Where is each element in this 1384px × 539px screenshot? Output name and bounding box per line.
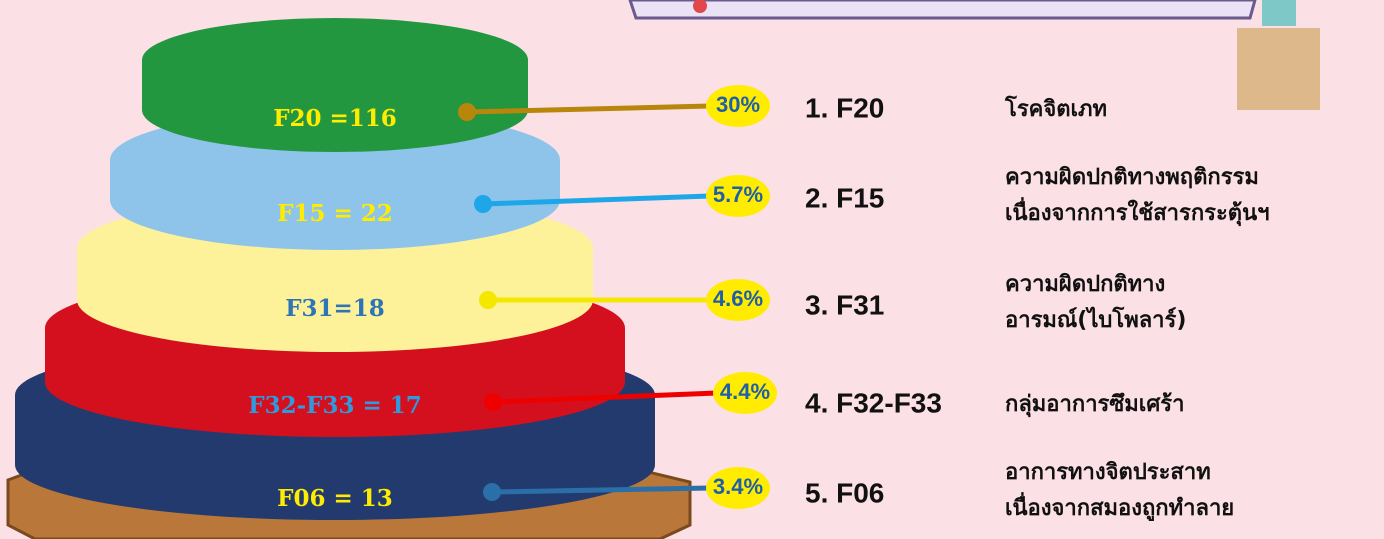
connector	[491, 485, 711, 495]
banner-pin	[693, 0, 707, 13]
percent: 30%	[716, 92, 760, 117]
title-banner	[628, 0, 1257, 20]
rank: 4. F32-F33	[805, 387, 942, 418]
percent: 5.7%	[713, 182, 763, 207]
percent: 4.6%	[713, 286, 763, 311]
description: เนื่องจากสมองถูกทำลาย	[1005, 491, 1234, 522]
rank: 2. F15	[805, 182, 884, 213]
rank: 1. F20	[805, 92, 884, 123]
description: ความผิดปกติทางพฤติกรรม	[1005, 165, 1259, 190]
percent-badge	[706, 467, 770, 509]
percent: 3.4%	[713, 474, 763, 499]
tier-label: F06 = 13	[277, 485, 393, 512]
percent-badge	[706, 279, 770, 321]
percent-badge	[706, 175, 770, 217]
connector	[466, 103, 711, 115]
tier-label: F20 =116	[273, 105, 397, 132]
connector-dot	[458, 103, 476, 121]
tier-top	[142, 18, 528, 102]
box-icon	[1237, 28, 1320, 110]
description: กลุ่มอาการซึมเศร้า	[1005, 392, 1184, 418]
connector-dot	[483, 483, 501, 501]
connector	[492, 390, 718, 405]
rank: 5. F06	[805, 477, 884, 508]
percent-badge	[713, 372, 777, 414]
description: เนื่องจากการใช้สารกระตุ้นฯ	[1005, 196, 1269, 227]
percent: 4.4%	[720, 379, 770, 404]
description: อารมณ์(ไบโพลาร์)	[1005, 306, 1186, 333]
connector	[482, 193, 711, 207]
tier-label: F15 = 22	[277, 200, 393, 227]
cake-stack: F20 =116 F15 = 22 F31=18 F32-F33 = 17 F06 = …	[15, 18, 655, 520]
description: โรคจิตเภท	[1004, 95, 1107, 122]
tier-label: F32-F33 = 17	[248, 392, 422, 419]
box-icon-top	[1262, 0, 1296, 26]
connector-dot	[479, 291, 497, 309]
legend: 30% 1. F20 โรคจิตเภท 5.7% 2. F15 ความผิดปกติท…	[458, 85, 1269, 522]
connector-dot	[484, 393, 502, 411]
connector-dot	[474, 195, 492, 213]
description: ความผิดปกติทาง	[1005, 272, 1165, 297]
rank: 3. F31	[805, 289, 884, 320]
tier-label: F31=18	[285, 295, 385, 322]
percent-badge	[706, 85, 770, 127]
description: อาการทางจิตประสาท	[1005, 460, 1211, 485]
